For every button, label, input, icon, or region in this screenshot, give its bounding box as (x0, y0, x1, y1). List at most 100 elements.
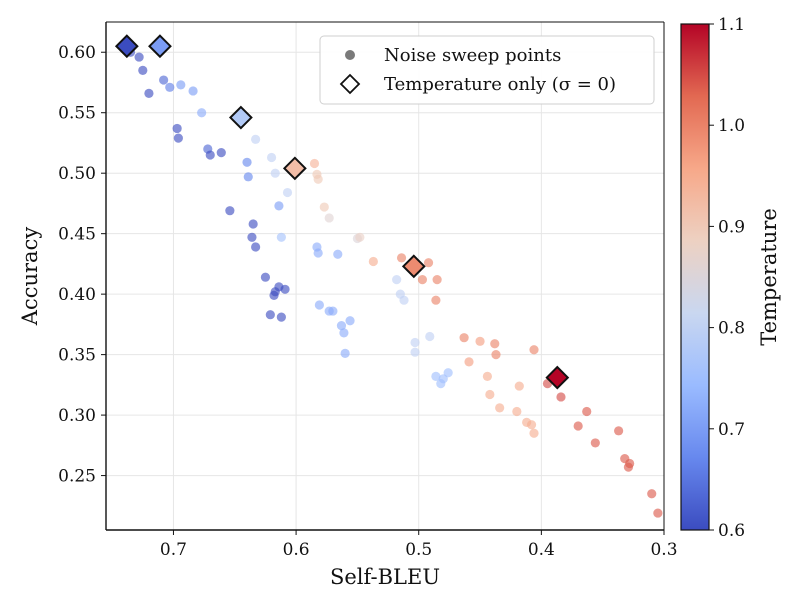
noise-sweep-point (512, 406, 522, 417)
noise-sweep-point (248, 219, 258, 229)
noise-sweep-point (270, 287, 280, 297)
noise-sweep-point (482, 371, 493, 381)
y-tick-label: 0.45 (58, 225, 96, 245)
y-tick-label: 0.50 (58, 164, 96, 184)
noise-sweep-point (417, 275, 428, 285)
x-axis-title: Self-BLEU (330, 565, 440, 589)
noise-sweep-point (485, 389, 495, 400)
noise-sweep-point (529, 428, 539, 438)
data-points (125, 47, 663, 518)
noise-sweep-point (653, 508, 663, 518)
colorbar-title: Temperature (757, 208, 781, 346)
noise-sweep-point (495, 403, 505, 413)
y-tick-label: 0.40 (58, 285, 96, 305)
noise-sweep-point (270, 168, 280, 178)
noise-sweep-point (336, 320, 347, 331)
noise-sweep-point (265, 310, 275, 320)
y-tick-label: 0.55 (58, 104, 96, 124)
noise-sweep-point (475, 336, 485, 346)
colorbar-tick-label: 0.8 (718, 319, 745, 339)
noise-sweep-point (276, 232, 286, 242)
noise-sweep-point (313, 248, 323, 258)
colorbar-gradient (680, 23, 710, 531)
noise-sweep-point (176, 80, 186, 90)
legend-box (319, 35, 655, 105)
noise-sweep-point (274, 201, 284, 211)
noise-sweep-point (159, 75, 169, 85)
temperature-only-diamond (148, 34, 172, 59)
noise-sweep-point (399, 295, 409, 305)
noise-sweep-point (138, 65, 148, 75)
noise-sweep-point (529, 345, 539, 355)
x-tick-label: 0.6 (283, 540, 310, 560)
noise-sweep-point (526, 420, 537, 430)
x-tick-label: 0.5 (405, 540, 432, 560)
noise-sweep-point (165, 82, 175, 92)
temperature-only-diamond (114, 34, 139, 59)
legend-label-temperature: Temperature only (σ = 0) (384, 74, 616, 95)
noise-sweep-point (173, 133, 183, 143)
temperature-only-diamond (401, 254, 426, 279)
colorbar-tick-label: 0.6 (718, 521, 745, 541)
noise-sweep-point (333, 249, 343, 259)
noise-sweep-point (188, 86, 198, 96)
noise-sweep-point (431, 295, 441, 305)
colorbar-tick-label: 0.7 (718, 420, 745, 440)
noise-sweep-point (410, 337, 420, 348)
temperature-only-markers (114, 34, 570, 390)
noise-sweep-point (431, 371, 441, 381)
noise-sweep-point (247, 232, 257, 242)
noise-sweep-point (556, 392, 566, 402)
noise-sweep-point (328, 306, 338, 316)
noise-sweep-point (396, 253, 407, 263)
x-tick-label: 0.7 (160, 540, 187, 560)
y-tick-label: 0.35 (58, 346, 96, 366)
noise-sweep-point (573, 421, 583, 431)
noise-sweep-point (514, 381, 524, 391)
x-tick-label: 0.4 (528, 540, 555, 560)
noise-sweep-point (205, 150, 215, 160)
noise-sweep-point (425, 331, 435, 342)
noise-sweep-point (340, 348, 350, 359)
colorbar-tick-label: 0.9 (718, 217, 745, 237)
noise-sweep-point (251, 134, 261, 144)
noise-sweep-point (172, 123, 182, 134)
noise-sweep-point (314, 300, 324, 310)
noise-sweep-point (647, 489, 657, 499)
y-tick-label: 0.25 (58, 467, 96, 487)
temperature-only-diamond (545, 365, 570, 390)
y-tick-label: 0.30 (58, 406, 96, 426)
noise-sweep-point (436, 379, 446, 389)
noise-sweep-point (590, 438, 600, 448)
y-axis-title: Accuracy (18, 227, 42, 327)
noise-sweep-point (225, 206, 235, 216)
noise-sweep-point (459, 333, 469, 343)
noise-sweep-point (319, 202, 329, 212)
legend-label-noise: Noise sweep points (384, 45, 561, 66)
noise-sweep-point (490, 339, 500, 349)
colorbar-tick-label: 1.1 (718, 15, 745, 35)
noise-sweep-point (324, 213, 334, 223)
noise-sweep-point (282, 187, 293, 198)
noise-sweep-point (266, 152, 277, 163)
colorbar-tick-label: 1.0 (718, 116, 745, 136)
noise-sweep-point (313, 174, 323, 184)
legend: Noise sweep points Temperature only (σ = … (319, 35, 655, 105)
noise-sweep-point (443, 368, 453, 378)
noise-sweep-point (491, 350, 501, 360)
axes: 0.7 0.6 0.5 0.4 0.3 0.25 0.30 0.35 0.40 0.45 0.50 0… (18, 21, 678, 589)
noise-sweep-point (623, 462, 634, 472)
x-tick-label: 0.3 (650, 540, 677, 560)
colorbar: 0.6 0.7 0.8 0.9 1.0 1.1 Temperature (680, 15, 781, 541)
legend-diamond-marker (339, 73, 361, 95)
noise-sweep-point (423, 258, 434, 268)
noise-sweep-point (260, 272, 271, 282)
noise-sweep-point (144, 88, 154, 98)
noise-sweep-point (392, 275, 402, 285)
noise-sweep-point (345, 316, 355, 326)
noise-sweep-point (243, 172, 253, 182)
noise-sweep-point (251, 242, 261, 252)
legend-circle-marker (345, 50, 355, 60)
y-tick-label: 0.60 (58, 43, 96, 63)
noise-sweep-point (368, 256, 378, 267)
